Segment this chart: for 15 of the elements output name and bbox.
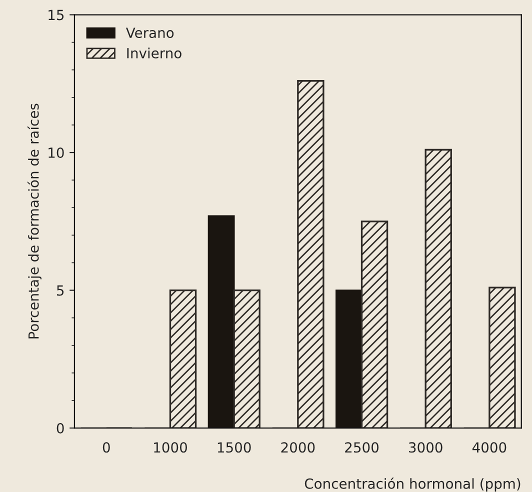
x-tick-label: 0 [102, 442, 110, 453]
legend-label: Invierno [127, 48, 182, 58]
x-tick-label: 2000 [281, 442, 315, 453]
x-axis-title: Concentración hormonal (ppm) [304, 478, 520, 492]
x-tick-label: 2500 [345, 442, 379, 453]
y-axis-title: Porcentaje de formación de raíces [28, 104, 42, 338]
y-tick-label: 10 [48, 147, 64, 158]
x-tick-label: 1500 [218, 442, 251, 453]
y-tick-label: 5 [56, 285, 64, 296]
y-tick-label: 0 [56, 423, 64, 434]
legend-label: Verano [126, 28, 174, 38]
y-tick-label: 15 [48, 10, 64, 20]
x-tick-label: 1000 [154, 442, 187, 453]
x-tick-label: 3000 [408, 442, 442, 453]
x-tick-label: 4000 [472, 442, 506, 453]
